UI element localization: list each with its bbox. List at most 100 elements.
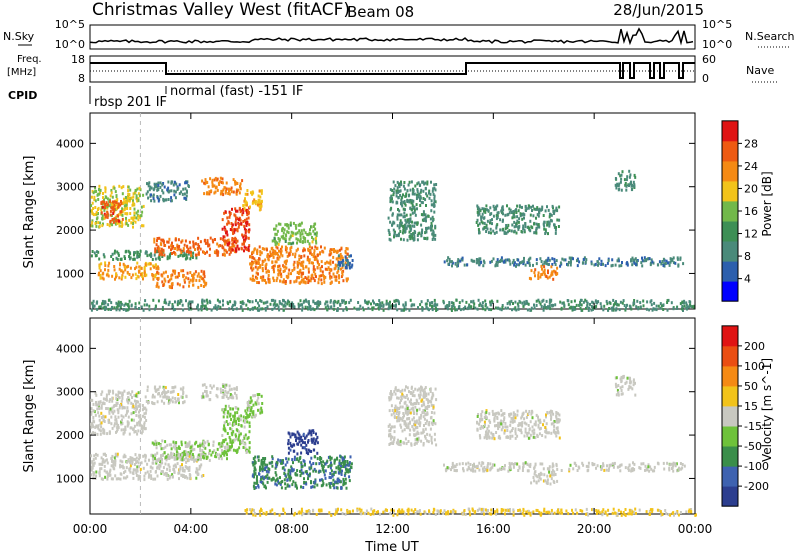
range-gate-cell xyxy=(126,466,128,469)
range-gate-cell xyxy=(123,416,125,419)
range-gate-cell xyxy=(121,428,123,431)
range-gate-cell xyxy=(161,275,163,278)
range-gate-cell xyxy=(312,238,314,241)
range-gate-cell xyxy=(484,211,486,214)
range-gate-cell xyxy=(308,259,310,262)
range-gate-cell xyxy=(281,246,283,249)
range-gate-cell xyxy=(206,181,208,184)
range-gate-cell xyxy=(408,309,410,312)
range-gate-cell xyxy=(400,238,402,241)
range-gate-cell xyxy=(310,249,312,252)
range-gate-cell xyxy=(110,416,112,419)
range-gate-cell xyxy=(502,212,504,215)
range-gate-cell xyxy=(649,257,651,260)
beam-label: Beam 08 xyxy=(347,3,414,21)
range-gate-cell xyxy=(136,433,138,436)
range-gate-cell xyxy=(482,307,484,310)
range-gate-cell xyxy=(102,214,104,217)
range-gate-cell xyxy=(145,409,147,412)
range-gate-cell xyxy=(154,478,156,481)
range-gate-cell xyxy=(112,196,114,199)
range-gate-cell xyxy=(533,304,535,307)
colorbar-segment xyxy=(722,121,738,142)
range-gate-cell xyxy=(320,278,322,281)
range-gate-cell xyxy=(415,214,417,217)
range-gate-cell xyxy=(189,246,191,249)
range-gate-cell xyxy=(134,400,136,403)
range-gate-cell xyxy=(106,399,108,402)
range-gate-cell xyxy=(509,263,511,266)
range-gate-cell xyxy=(252,267,254,270)
range-gate-cell xyxy=(667,299,669,302)
range-gate-cell xyxy=(143,423,145,426)
range-gate-cell xyxy=(504,232,506,235)
range-gate-cell xyxy=(187,272,189,275)
range-gate-cell xyxy=(106,478,108,481)
range-gate-cell xyxy=(419,193,421,196)
range-gate-cell xyxy=(170,391,172,394)
range-gate-cell xyxy=(539,257,541,260)
range-gate-cell xyxy=(288,439,290,442)
range-gate-cell xyxy=(93,196,95,199)
range-gate-cell xyxy=(124,204,126,207)
range-gate-cell xyxy=(447,256,449,259)
range-gate-cell xyxy=(409,429,411,432)
range-gate-cell xyxy=(319,479,321,482)
range-gate-cell xyxy=(136,407,138,410)
range-gate-cell xyxy=(209,391,211,394)
range-gate-cell xyxy=(434,238,436,241)
range-gate-cell xyxy=(160,444,162,447)
range-gate-cell xyxy=(288,301,290,304)
range-gate-cell xyxy=(314,442,316,445)
range-gate-cell xyxy=(423,218,425,221)
range-gate-cell xyxy=(425,227,427,230)
range-gate-cell xyxy=(516,215,518,218)
range-gate-cell xyxy=(227,192,229,195)
range-gate-cell xyxy=(133,419,135,422)
range-gate-cell xyxy=(147,190,149,193)
range-gate-cell xyxy=(112,463,114,466)
range-gate-cell xyxy=(451,264,453,267)
range-gate-cell xyxy=(257,268,259,271)
range-gate-cell xyxy=(196,306,198,309)
range-gate-cell xyxy=(341,456,343,459)
range-gate-cell xyxy=(478,299,480,302)
range-gate-cell xyxy=(124,406,126,409)
range-gate-cell xyxy=(298,440,300,443)
range-gate-cell xyxy=(234,303,236,306)
range-gate-cell xyxy=(303,459,305,462)
range-gate-cell xyxy=(109,398,111,401)
range-gate-cell xyxy=(231,208,233,211)
range-gate-cell xyxy=(156,446,158,449)
range-gate-cell xyxy=(94,432,96,435)
range-gate-cell xyxy=(426,181,428,184)
range-gate-cell xyxy=(338,267,340,270)
range-gate-cell xyxy=(339,249,341,252)
range-gate-cell xyxy=(237,240,239,243)
colorbar-tick-label: 16 xyxy=(744,205,758,218)
range-gate-cell xyxy=(260,407,262,410)
range-gate-cell xyxy=(158,200,160,203)
range-gate-cell xyxy=(252,251,254,254)
range-gate-cell xyxy=(146,254,148,257)
range-gate-cell xyxy=(157,400,159,403)
range-gate-cell xyxy=(111,397,113,400)
range-gate-cell xyxy=(101,421,103,424)
range-gate-cell xyxy=(404,200,406,203)
range-gate-cell xyxy=(286,479,288,482)
range-gate-cell xyxy=(105,187,107,190)
range-gate-cell xyxy=(236,190,238,193)
range-gate-cell xyxy=(403,309,405,312)
range-gate-cell xyxy=(482,222,484,225)
range-gate-cell xyxy=(663,258,665,261)
range-gate-cell xyxy=(181,474,183,477)
range-gate-cell xyxy=(285,457,287,460)
range-gate-cell xyxy=(591,262,593,265)
colorbar-segment xyxy=(722,141,738,162)
range-gate-cell xyxy=(242,211,244,214)
range-gate-cell xyxy=(486,306,488,309)
range-gate-cell xyxy=(238,223,240,226)
range-gate-cell xyxy=(223,186,225,189)
range-gate-cell xyxy=(283,309,285,312)
range-gate-cell xyxy=(250,262,252,265)
